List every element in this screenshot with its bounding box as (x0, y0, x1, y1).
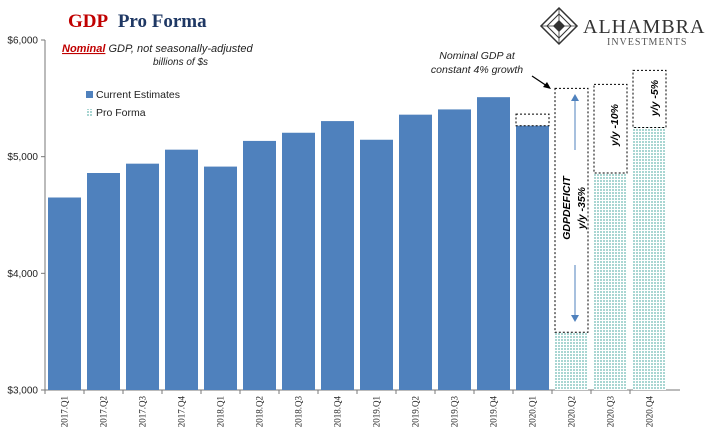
note-arrow-head-icon (543, 82, 551, 89)
diamond-logo-icon (539, 6, 579, 46)
x-tick-label: 2019.Q4 (489, 396, 499, 428)
bar-pro-forma (555, 332, 588, 390)
y-tick-label: $3,000 (7, 386, 38, 397)
subtitle-nominal: Nominal (62, 43, 106, 55)
legend-label-current: Current Estimates (96, 89, 180, 101)
bar-current (165, 149, 198, 390)
legend-swatch-current (86, 91, 93, 98)
gap-arrow (571, 94, 579, 322)
x-tick-label: 2017.Q2 (99, 396, 109, 427)
bar-current (516, 125, 549, 390)
bar-current (438, 109, 471, 391)
x-tick-label: 2017.Q1 (60, 396, 70, 427)
x-tick-label: 2017.Q3 (138, 396, 148, 428)
chart-title-gdp: GDP (68, 11, 109, 32)
q4-yy-label: y/y -5% (649, 79, 661, 117)
x-tick-label: 2020.Q3 (606, 396, 616, 428)
y-tick-label: $5,000 (7, 152, 38, 163)
x-tick-label: 2018.Q2 (255, 396, 265, 427)
x-tick-label: 2019.Q1 (372, 396, 382, 427)
bar-pro-forma (633, 127, 666, 390)
bar-current (321, 121, 354, 390)
constant-growth-outline (515, 113, 550, 127)
logo-name: ALHAMBRA (583, 16, 705, 38)
gap-yy-label: y/y -35% (576, 186, 588, 230)
x-tick-label: 2018.Q1 (216, 396, 226, 427)
constant-growth-note: Nominal GDP at constant 4% growth (431, 50, 551, 89)
x-tick-label: 2020.Q2 (567, 396, 577, 427)
bars-layer (48, 97, 666, 391)
bar-current (282, 132, 315, 390)
x-tick-label: 2019.Q2 (411, 396, 421, 427)
x-tick-label: 2018.Q4 (333, 396, 343, 428)
note-line1: Nominal GDP at (439, 50, 516, 62)
bar-current (204, 166, 237, 390)
bar-current (399, 114, 432, 391)
y-axis-ticks: $3,000 $4,000 $5,000 $6,000 (7, 36, 45, 397)
bar-current (477, 97, 510, 391)
legend-swatch-pro-forma (86, 109, 93, 116)
legend: Current Estimates Pro Forma (86, 89, 180, 119)
chart-subtitle: Nominal GDP, not seasonally-adjusted (62, 43, 253, 55)
x-tick-label: 2018.Q3 (294, 396, 304, 428)
x-axis-ticks: 2017.Q1 2017.Q2 2017.Q3 2017.Q4 2018.Q1 2018.… (44, 390, 655, 428)
constant-growth-outline (593, 83, 628, 174)
alhambra-logo: ALHAMBRA INVESTMENTS (539, 6, 705, 48)
constant-growth-layer (515, 69, 667, 333)
constant-growth-outline (632, 69, 667, 129)
note-line2: constant 4% growth (431, 64, 523, 76)
x-tick-label: 2017.Q4 (177, 396, 187, 428)
logo-tagline: INVESTMENTS (607, 37, 687, 48)
gap-arrow-down-icon (571, 315, 579, 322)
y-tick-label: $6,000 (7, 36, 38, 47)
y-tick-label: $4,000 (7, 269, 38, 280)
chart-title-pro-forma: Pro Forma (118, 11, 207, 32)
x-tick-label: 2019.Q3 (450, 396, 460, 428)
x-tick-label: 2020.Q1 (528, 396, 538, 427)
note-arrow (531, 75, 548, 87)
bar-pro-forma (594, 173, 627, 390)
chart-title: GDP Pro Forma (68, 11, 207, 32)
legend-label-pro-forma: Pro Forma (96, 107, 146, 119)
subtitle-rest: GDP, not seasonally-adjusted (105, 43, 253, 55)
subtitle-units: billions of $s (153, 57, 208, 68)
bar-current (126, 163, 159, 390)
bar-current (48, 197, 81, 390)
gap-label: GDPDEFICIT (561, 175, 573, 240)
bar-current (243, 140, 276, 390)
gap-arrow-up-icon (571, 94, 579, 101)
x-tick-label: 2020.Q4 (645, 396, 655, 428)
constant-growth-outline (554, 87, 589, 333)
bar-current (87, 173, 120, 390)
q3-yy-label: y/y -10% (609, 103, 621, 147)
bar-current (360, 139, 393, 390)
